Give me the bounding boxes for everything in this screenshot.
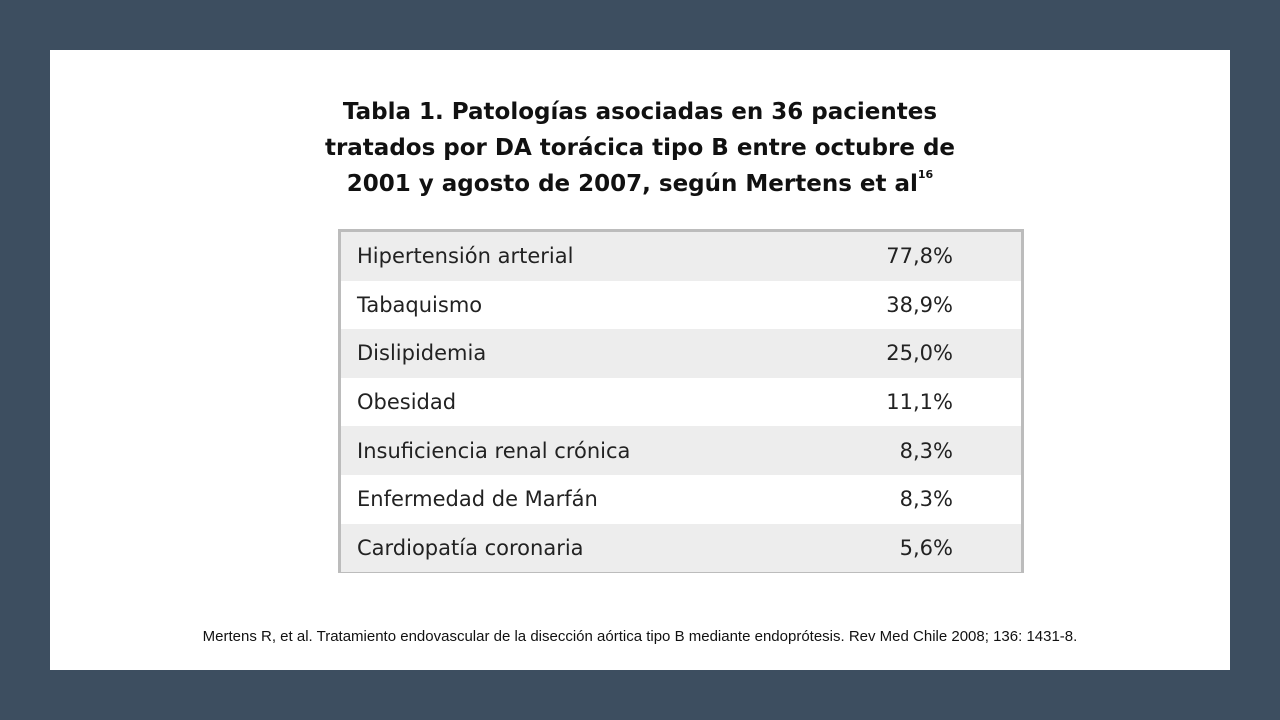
slide: Tabla 1. Patologías asociadas en 36 paci… [50, 50, 1230, 670]
row-value: 38,9% [886, 292, 953, 317]
pathologies-table: Hipertensión arterial 77,8% Tabaquismo 3… [338, 229, 1024, 573]
row-label: Tabaquismo [357, 292, 483, 317]
table-title: Tabla 1. Patologías asociadas en 36 paci… [50, 94, 1230, 202]
row-label: Insuficiencia renal crónica [357, 438, 631, 463]
row-value: 8,3% [899, 438, 953, 463]
row-label: Obesidad [357, 390, 457, 415]
row-label: Dislipidemia [357, 341, 487, 366]
title-line-3: 2001 y agosto de 2007, según Mertens et … [346, 171, 918, 197]
table-row: Obesidad 11,1% [341, 378, 1021, 427]
table-row: Insuficiencia renal crónica 8,3% [341, 426, 1021, 475]
source-citation: Mertens R, et al. Tratamiento endovascul… [202, 628, 1078, 645]
title-line-1: Tabla 1. Patologías asociadas en 36 paci… [342, 99, 938, 125]
title-line-2: tratados por DA torácica tipo B entre oc… [324, 135, 956, 161]
row-value: 77,8% [886, 244, 953, 269]
table-row: Cardiopatía coronaria 5,6% [341, 523, 1021, 573]
row-label: Hipertensión arterial [357, 244, 574, 269]
row-value: 11,1% [886, 390, 953, 415]
row-value: 25,0% [886, 341, 953, 366]
row-value: 8,3% [899, 487, 953, 512]
row-label: Enfermedad de Marfán [357, 487, 598, 512]
table-row: Dislipidemia 25,0% [341, 329, 1021, 378]
row-label: Cardiopatía coronaria [357, 535, 584, 560]
table-row: Hipertensión arterial 77,8% [341, 232, 1021, 281]
row-value: 5,6% [899, 535, 953, 560]
title-reference-superscript: 16 [917, 168, 934, 182]
table-row: Tabaquismo 38,9% [341, 281, 1021, 330]
table-row: Enfermedad de Marfán 8,3% [341, 475, 1021, 524]
